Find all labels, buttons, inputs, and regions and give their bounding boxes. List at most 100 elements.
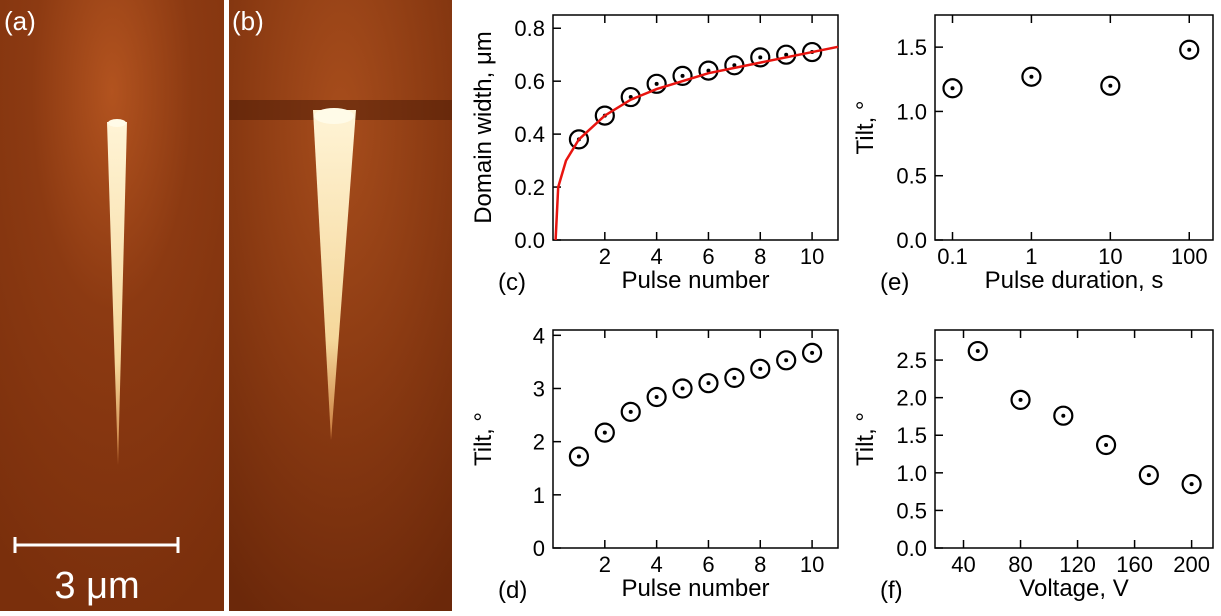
- y-axis-label: Tilt, °: [852, 100, 879, 154]
- y-tick-label: 0.8: [514, 16, 545, 41]
- x-tick-label: 8: [754, 552, 766, 577]
- plot-frame: [935, 15, 1213, 240]
- y-tick-label: 1: [533, 483, 545, 508]
- x-tick-label: 100: [1171, 244, 1208, 269]
- plot-frame: [553, 15, 838, 240]
- data-point: [570, 448, 588, 466]
- data-point: [1054, 407, 1072, 425]
- data-point: [1140, 466, 1158, 484]
- marker-dot: [655, 82, 659, 86]
- data-point: [777, 351, 795, 369]
- tip-a: [108, 119, 126, 127]
- data-point: [803, 344, 821, 362]
- marker-dot: [1108, 84, 1112, 88]
- x-axis-label: Pulse number: [621, 267, 769, 294]
- y-tick-label: 1.5: [896, 35, 927, 60]
- data-point: [1012, 391, 1030, 409]
- data-point: [648, 388, 666, 406]
- marker-dot: [1029, 75, 1033, 79]
- y-tick-label: 0.5: [896, 164, 927, 189]
- x-tick-label: 200: [1173, 552, 1210, 577]
- marker-dot: [1019, 398, 1023, 402]
- marker-dot: [603, 431, 607, 435]
- marker-dot: [681, 386, 685, 390]
- marker-dot: [1147, 473, 1151, 477]
- y-tick-label: 0.0: [896, 228, 927, 253]
- x-tick-label: 4: [651, 244, 663, 269]
- data-point: [751, 360, 769, 378]
- y-tick-label: 1.5: [896, 423, 927, 448]
- data-point: [725, 56, 743, 74]
- y-tick-label: 0.0: [514, 228, 545, 253]
- data-point: [699, 374, 717, 392]
- marker-dot: [758, 55, 762, 59]
- x-tick-label: 10: [800, 244, 824, 269]
- data-point: [596, 424, 614, 442]
- marker-dot: [655, 395, 659, 399]
- y-tick-label: 2.0: [896, 386, 927, 411]
- panel-label: (a): [4, 6, 36, 36]
- tip-b: [314, 108, 354, 124]
- x-tick-label: 6: [702, 244, 714, 269]
- y-tick-label: 1.0: [896, 461, 927, 486]
- x-axis-label: Pulse number: [621, 575, 769, 602]
- x-axis-label: Pulse duration, s: [985, 267, 1164, 294]
- x-tick-label: 0.1: [937, 244, 968, 269]
- data-point: [777, 46, 795, 64]
- y-tick-label: 4: [533, 323, 545, 348]
- data-point: [699, 62, 717, 80]
- y-tick-label: 1.0: [896, 99, 927, 124]
- x-tick-label: 10: [1098, 244, 1122, 269]
- image-a: [0, 0, 224, 611]
- x-tick-label: 160: [1116, 552, 1153, 577]
- marker-dot: [1190, 482, 1194, 486]
- y-tick-label: 2: [533, 430, 545, 455]
- data-point: [1022, 68, 1040, 86]
- y-tick-label: 0.2: [514, 175, 545, 200]
- y-tick-label: 2.5: [896, 348, 927, 373]
- x-tick-label: 6: [702, 552, 714, 577]
- marker-dot: [1104, 443, 1108, 447]
- marker-dot: [706, 381, 710, 385]
- data-point: [1183, 475, 1201, 493]
- marker-dot: [758, 367, 762, 371]
- marker-dot: [951, 86, 955, 90]
- x-tick-label: 10: [800, 552, 824, 577]
- panel-label: (d): [498, 577, 527, 604]
- data-point: [622, 403, 640, 421]
- y-axis-label: Tilt, °: [852, 412, 879, 466]
- y-tick-label: 0.6: [514, 69, 545, 94]
- y-axis-label: Domain width, μm: [470, 31, 497, 224]
- y-tick-label: 0.0: [896, 536, 927, 561]
- marker-dot: [810, 351, 814, 355]
- data-point: [1101, 77, 1119, 95]
- data-point: [725, 369, 743, 387]
- marker-dot: [629, 410, 633, 414]
- data-point: [1180, 41, 1198, 59]
- y-tick-label: 0.4: [514, 122, 545, 147]
- data-point: [969, 342, 987, 360]
- marker-dot: [732, 376, 736, 380]
- x-tick-label: 8: [754, 244, 766, 269]
- x-tick-label: 2: [599, 552, 611, 577]
- x-tick-label: 40: [951, 552, 975, 577]
- x-tick-label: 120: [1059, 552, 1096, 577]
- y-axis-label: Tilt, °: [470, 412, 497, 466]
- panel-label: (f): [880, 577, 903, 604]
- data-point: [944, 79, 962, 97]
- marker-dot: [1187, 48, 1191, 52]
- marker-dot: [681, 74, 685, 78]
- x-tick-label: 1: [1025, 244, 1037, 269]
- panel-label: (b): [232, 6, 264, 36]
- x-tick-label: 80: [1008, 552, 1032, 577]
- marker-dot: [577, 455, 581, 459]
- y-tick-label: 0.5: [896, 498, 927, 523]
- y-tick-label: 3: [533, 376, 545, 401]
- panel-label: (c): [498, 269, 526, 296]
- x-tick-label: 4: [651, 552, 663, 577]
- page: 3 μm (a) (b) 2468100.00.20.40.60.8Pulse …: [0, 0, 1221, 616]
- marker-dot: [976, 349, 980, 353]
- y-tick-label: 0: [533, 536, 545, 561]
- fit-line: [556, 47, 838, 240]
- x-axis-label: Voltage, V: [1019, 575, 1128, 602]
